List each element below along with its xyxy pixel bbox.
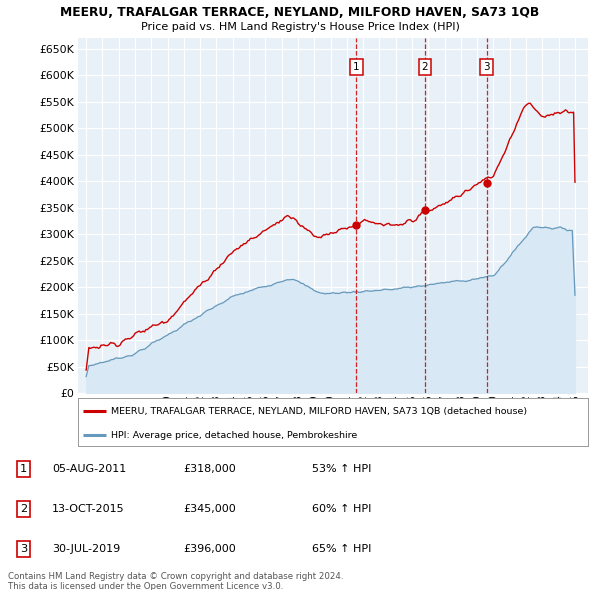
Text: 13-OCT-2015: 13-OCT-2015 xyxy=(52,504,124,514)
Text: 1: 1 xyxy=(353,62,360,72)
Text: 3: 3 xyxy=(20,544,28,554)
Text: £345,000: £345,000 xyxy=(183,504,236,514)
Text: 2: 2 xyxy=(422,62,428,72)
Text: £318,000: £318,000 xyxy=(183,464,236,474)
Text: Price paid vs. HM Land Registry's House Price Index (HPI): Price paid vs. HM Land Registry's House … xyxy=(140,22,460,32)
Text: 3: 3 xyxy=(484,62,490,72)
Text: MEERU, TRAFALGAR TERRACE, NEYLAND, MILFORD HAVEN, SA73 1QB (detached house): MEERU, TRAFALGAR TERRACE, NEYLAND, MILFO… xyxy=(111,407,527,416)
Text: MEERU, TRAFALGAR TERRACE, NEYLAND, MILFORD HAVEN, SA73 1QB: MEERU, TRAFALGAR TERRACE, NEYLAND, MILFO… xyxy=(61,6,539,19)
Text: 53% ↑ HPI: 53% ↑ HPI xyxy=(311,464,371,474)
Text: Contains HM Land Registry data © Crown copyright and database right 2024.
This d: Contains HM Land Registry data © Crown c… xyxy=(8,572,343,590)
Text: 65% ↑ HPI: 65% ↑ HPI xyxy=(311,544,371,554)
Text: 2: 2 xyxy=(20,504,28,514)
Text: HPI: Average price, detached house, Pembrokeshire: HPI: Average price, detached house, Pemb… xyxy=(111,431,358,440)
Text: 60% ↑ HPI: 60% ↑ HPI xyxy=(311,504,371,514)
Text: £396,000: £396,000 xyxy=(183,544,236,554)
Text: 1: 1 xyxy=(20,464,28,474)
Text: 05-AUG-2011: 05-AUG-2011 xyxy=(52,464,126,474)
Text: 30-JUL-2019: 30-JUL-2019 xyxy=(52,544,120,554)
